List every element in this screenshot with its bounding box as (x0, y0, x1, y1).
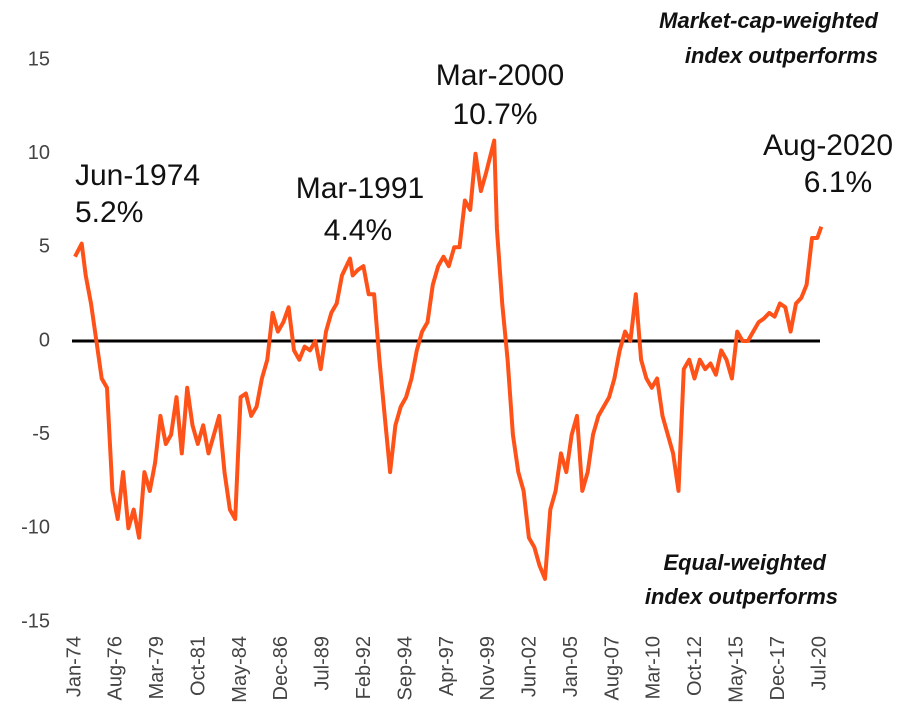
x-tick-label: Jan-74 (63, 636, 85, 697)
y-tick-label: -5 (32, 423, 50, 445)
top-note: Market-cap-weighted (659, 8, 878, 33)
annotation-value: 6.1% (804, 166, 872, 199)
y-tick-label: -15 (21, 610, 50, 632)
bottom-note: Equal-weighted (663, 550, 826, 575)
x-tick-label: Mar-10 (643, 636, 665, 699)
x-tick-label: Nov-99 (477, 636, 499, 700)
annotation-date: Aug-2020 (763, 129, 893, 162)
x-tick-label: Apr-97 (436, 636, 458, 696)
annotation-date: Jun-1974 (75, 159, 200, 192)
top-note: index outperforms (685, 43, 878, 68)
x-tick-label: Oct-81 (187, 636, 209, 696)
annotation-date: Mar-1991 (296, 172, 424, 205)
annotation-value: 4.4% (324, 214, 392, 247)
y-tick-label: 5 (39, 236, 50, 258)
y-tick-label: -10 (21, 517, 50, 539)
x-tick-label: Jul-20 (808, 636, 830, 690)
annotation-date: Mar-2000 (436, 59, 564, 92)
x-tick-label: Aug-76 (105, 636, 127, 701)
x-tick-label: Jun-02 (519, 636, 541, 697)
x-tick-label: Aug-07 (601, 636, 623, 701)
x-tick-label: Oct-12 (684, 636, 706, 696)
annotation-value: 5.2% (75, 196, 143, 229)
x-tick-label: Jan-05 (560, 636, 582, 697)
bottom-note: index outperforms (645, 584, 838, 609)
y-tick-label: 15 (28, 48, 50, 70)
x-tick-label: Feb-92 (353, 636, 375, 699)
x-tick-label: May-84 (229, 636, 251, 703)
x-tick-label: Dec-86 (270, 636, 292, 700)
x-tick-label: Dec-17 (767, 636, 789, 700)
y-tick-label: 10 (28, 142, 50, 164)
x-tick-label: Sep-94 (394, 636, 416, 701)
data-line (73, 138, 824, 581)
y-tick-label: 0 (39, 329, 50, 351)
x-tick-label: May-15 (726, 636, 748, 703)
x-tick-label: Jul-89 (312, 636, 334, 690)
annotation-value: 10.7% (452, 98, 537, 131)
x-tick-label: Mar-79 (146, 636, 168, 699)
